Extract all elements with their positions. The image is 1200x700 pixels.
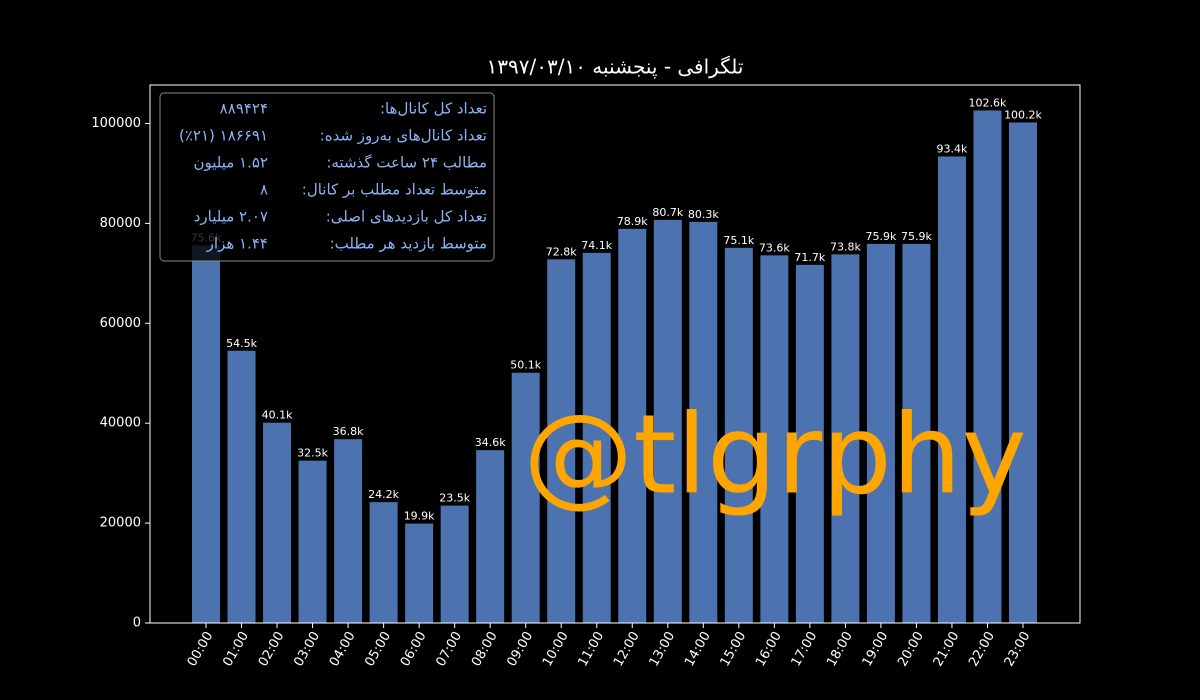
bar <box>973 110 1002 624</box>
info-label: تعداد کل بازدیدهای اصلی: <box>326 208 487 226</box>
value-label: 73.8k <box>830 240 861 253</box>
bar <box>511 372 540 623</box>
info-value: ۱.۵۲ میلیون <box>193 154 268 172</box>
bar <box>227 350 256 623</box>
y-tick-label: 40000 <box>100 416 141 431</box>
value-label: 34.6k <box>475 436 506 449</box>
bar <box>724 247 753 624</box>
bar <box>760 255 789 624</box>
info-value: ۸۸۹۴۲۴ <box>220 100 268 118</box>
bar <box>334 439 363 623</box>
bar <box>263 422 292 623</box>
bar <box>192 245 220 624</box>
info-value: ۸ <box>260 181 268 199</box>
info-label: تعداد کانال‌های به‌روز شده: <box>320 127 487 145</box>
info-label: متوسط بازدید هر مطلب: <box>330 235 487 253</box>
info-value: ۱۸۶۶۹۱ (٪۲۱) <box>179 127 268 145</box>
bar <box>653 219 682 624</box>
y-tick-label: 100000 <box>91 116 141 131</box>
plot-frame <box>149 84 1081 624</box>
bar <box>298 460 327 623</box>
value-label: 36.8k <box>333 425 364 438</box>
bar <box>689 221 718 623</box>
bar <box>440 505 469 623</box>
value-label: 72.8k <box>546 245 577 258</box>
value-label: 24.2k <box>368 488 399 501</box>
value-label: 71.7k <box>794 251 825 264</box>
bar <box>369 502 398 623</box>
value-label: 19.9k <box>404 510 435 523</box>
y-tick-label: 0 <box>133 616 141 631</box>
chart-title: تلگرافی - پنجشنبه ۱۳۹۷/۰۳/۱۰ <box>487 55 744 80</box>
value-label: 78.9k <box>617 215 648 228</box>
info-label: تعداد کل کانال‌ها: <box>380 100 487 118</box>
bar <box>902 243 931 624</box>
bar <box>866 243 895 624</box>
value-label: 73.6k <box>759 241 790 254</box>
value-label: 40.1k <box>262 409 293 422</box>
info-label: مطالب ۲۴ ساعت گذشته: <box>326 154 487 172</box>
y-tick-label: 60000 <box>100 316 141 331</box>
value-label: 102.6k <box>969 96 1007 109</box>
info-value: ۲.۰۷ میلیارد <box>194 208 268 226</box>
value-label: 80.3k <box>688 208 719 221</box>
bar <box>795 264 824 623</box>
value-label: 80.7k <box>652 206 683 219</box>
bar <box>582 252 611 624</box>
bar <box>547 259 576 623</box>
value-label: 75.9k <box>901 230 932 243</box>
value-label: 23.5k <box>439 492 470 505</box>
value-label: 74.1k <box>581 239 612 252</box>
y-tick-label: 20000 <box>100 516 141 531</box>
info-box <box>159 92 495 262</box>
value-label: 93.4k <box>937 142 968 155</box>
value-label: 100.2k <box>1004 108 1042 121</box>
info-label: متوسط تعداد مطلب بر کانال: <box>302 181 487 199</box>
bar <box>476 450 505 623</box>
watermark: @tlgrphy <box>523 390 1026 518</box>
info-value: ۱.۴۴ هزار <box>206 235 268 253</box>
value-label: 75.9k <box>865 230 896 243</box>
bar <box>831 254 860 623</box>
value-label: 32.5k <box>297 447 328 460</box>
value-label: 50.1k <box>510 359 541 372</box>
value-label: 54.5k <box>226 337 257 350</box>
bar <box>618 228 647 623</box>
y-tick-label: 80000 <box>100 216 141 231</box>
value-label: 75.1k <box>723 234 754 247</box>
bar <box>405 523 434 623</box>
bar <box>1009 122 1037 623</box>
bar <box>937 156 966 624</box>
